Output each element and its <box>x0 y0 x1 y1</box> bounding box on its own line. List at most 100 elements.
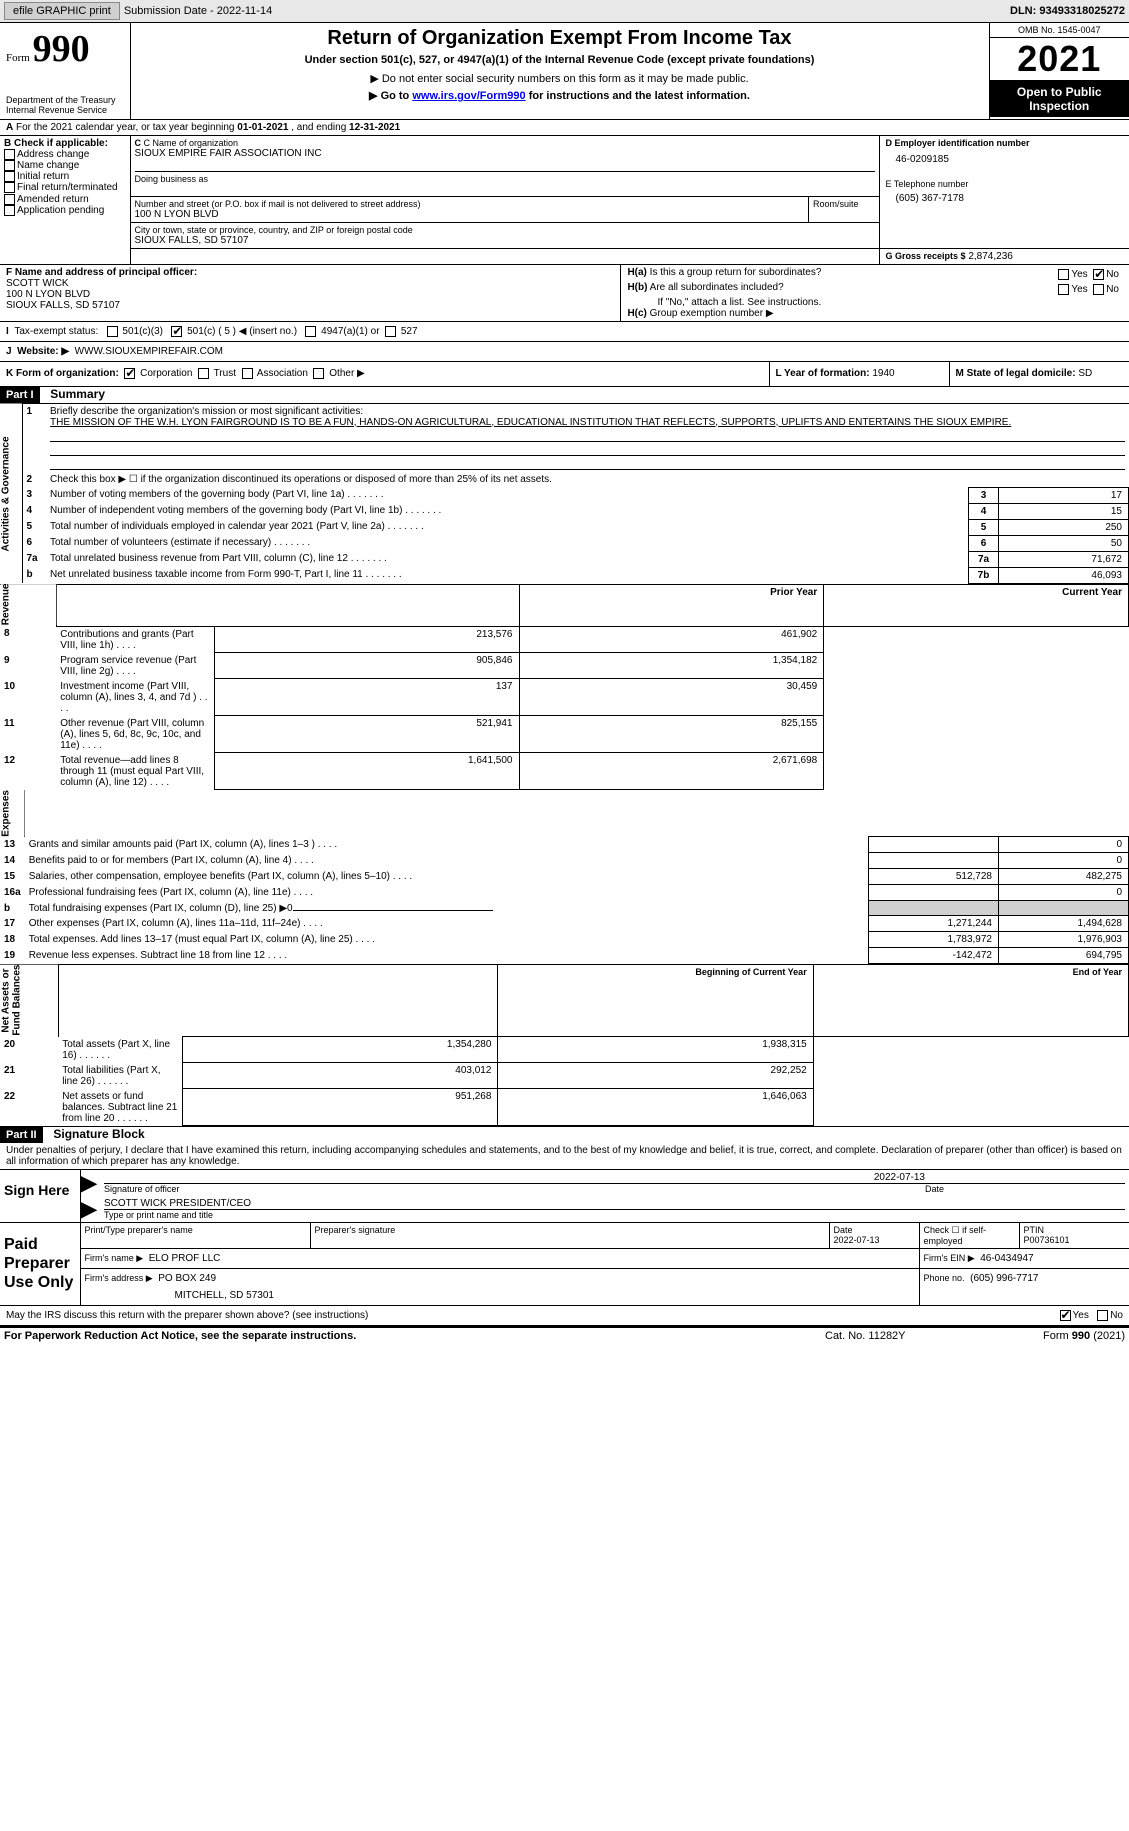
part1-title: Summary <box>42 387 105 401</box>
chk-527[interactable] <box>385 326 396 337</box>
col-current-year: Current Year <box>824 584 1129 626</box>
c-name-label: C C Name of organization <box>135 138 875 148</box>
date-label: Date <box>925 1184 1125 1194</box>
chk-name-change[interactable]: Name change <box>4 160 126 171</box>
ptin-value: P00736101 <box>1024 1235 1070 1245</box>
officer-street: 100 N LYON BLVD <box>6 289 614 300</box>
main-title: Return of Organization Exempt From Incom… <box>139 27 981 50</box>
footer-row: For Paperwork Reduction Act Notice, see … <box>0 1326 1129 1344</box>
subtitle: Under section 501(c), 527, or 4947(a)(1)… <box>139 54 981 66</box>
paperwork-notice: For Paperwork Reduction Act Notice, see … <box>4 1330 825 1342</box>
irs-link[interactable]: www.irs.gov/Form990 <box>412 90 525 102</box>
officer-name: SCOTT WICK <box>6 278 614 289</box>
part2-badge: Part II <box>0 1127 43 1143</box>
chk-association[interactable] <box>242 368 253 379</box>
chk-address-change[interactable]: Address change <box>4 149 126 160</box>
open-inspection: Open to Public Inspection <box>990 81 1129 117</box>
hb-label: Are all subordinates included? <box>650 282 784 293</box>
paid-preparer-block: Paid Preparer Use Only Print/Type prepar… <box>0 1223 1129 1306</box>
room-suite-label: Room/suite <box>809 197 879 223</box>
firm-name: ELO PROF LLC <box>149 1253 221 1264</box>
state-domicile: SD <box>1078 368 1092 379</box>
may-irs-row: May the IRS discuss this return with the… <box>0 1306 1129 1326</box>
part1-header-row: Part I Summary <box>0 387 1129 404</box>
line-i-tax-status: I Tax-exempt status: 501(c)(3) 501(c) ( … <box>0 321 1129 342</box>
prep-date: 2022-07-13 <box>834 1235 880 1245</box>
sign-here-block: Sign Here ▶ 2022-07-13 Signature of offi… <box>0 1170 1129 1223</box>
tax-year: 2021 <box>990 38 1129 81</box>
paid-preparer-label: Paid Preparer Use Only <box>0 1223 80 1306</box>
ha-no-checkbox[interactable] <box>1093 269 1104 280</box>
mayirs-yes-checkbox[interactable] <box>1060 1310 1071 1321</box>
form-footer: Form 990 (2021) <box>975 1330 1125 1342</box>
section-revenue: Revenue <box>0 584 56 626</box>
city-value: SIOUX FALLS, SD 57107 <box>135 235 875 246</box>
street-label: Number and street (or P.O. box if mail i… <box>135 199 805 209</box>
d-ein-label: D Employer identification number <box>886 138 1124 148</box>
note-ssn: ▶ Do not enter social security numbers o… <box>139 72 981 85</box>
chk-other[interactable] <box>313 368 324 379</box>
mayirs-no-checkbox[interactable] <box>1097 1310 1108 1321</box>
form-word: Form <box>6 52 30 64</box>
irs-label: Internal Revenue Service <box>6 105 124 115</box>
chk-corporation[interactable] <box>124 368 135 379</box>
chk-application-pending[interactable]: Application pending <box>4 205 126 216</box>
table-row: bTotal fundraising expenses (Part IX, co… <box>0 901 1129 916</box>
line-a-tax-year: A For the 2021 calendar year, or tax yea… <box>0 120 1129 136</box>
table-row: 21Total liabilities (Part X, line 26) . … <box>0 1063 1129 1089</box>
firm-addr2: MITCHELL, SD 57301 <box>85 1284 915 1301</box>
check-self-employed: Check ☐ if self-employed <box>919 1223 1019 1249</box>
section-net-assets: Net Assets orFund Balances <box>0 965 58 1037</box>
table-row: 13Grants and similar amounts paid (Part … <box>0 837 1129 853</box>
table-row: 20Total assets (Part X, line 16) . . . .… <box>0 1037 1129 1063</box>
col-begin-year: Beginning of Current Year <box>498 965 813 1037</box>
efile-print-button[interactable]: efile GRAPHIC print <box>4 2 120 20</box>
ha-label: Is this a group return for subordinates? <box>650 267 822 278</box>
submission-date: Submission Date - 2022-11-14 <box>124 5 272 17</box>
netassets-table: Net Assets orFund Balances Beginning of … <box>0 964 1129 1126</box>
hb-note: If "No," attach a list. See instructions… <box>627 297 1123 308</box>
identity-block: B Check if applicable: Address change Na… <box>0 136 1129 264</box>
chk-initial-return[interactable]: Initial return <box>4 171 126 182</box>
sign-here-label: Sign Here <box>0 1170 80 1223</box>
org-name: SIOUX EMPIRE FAIR ASSOCIATION INC <box>135 148 875 159</box>
year-formation: 1940 <box>872 368 894 379</box>
form-number: 990 <box>33 28 90 70</box>
omb-number: OMB No. 1545-0047 <box>990 23 1129 38</box>
governance-table: Activities & Governance1Briefly describe… <box>0 404 1129 584</box>
chk-501c3[interactable] <box>107 326 118 337</box>
part2-title: Signature Block <box>45 1127 144 1141</box>
city-label: City or town, state or province, country… <box>135 225 875 235</box>
b-label: B Check if applicable: <box>4 138 126 149</box>
hb-no-checkbox[interactable] <box>1093 284 1104 295</box>
table-row: 6Total number of volunteers (estimate if… <box>0 535 1129 551</box>
table-row: bNet unrelated business taxable income f… <box>0 567 1129 583</box>
table-row: 3Number of voting members of the governi… <box>0 487 1129 503</box>
dln-number: DLN: 93493318025272 <box>1010 5 1125 17</box>
gross-receipts-value: 2,874,236 <box>968 251 1013 262</box>
table-row: 7aTotal unrelated business revenue from … <box>0 551 1129 567</box>
ha-yes-checkbox[interactable] <box>1058 269 1069 280</box>
sig-officer-label: Signature of officer <box>104 1184 925 1194</box>
expenses-table: Expenses 13Grants and similar amounts pa… <box>0 790 1129 964</box>
chk-4947[interactable] <box>305 326 316 337</box>
table-row: 17Other expenses (Part IX, column (A), l… <box>0 916 1129 932</box>
sig-date: 2022-07-13 <box>104 1172 1125 1183</box>
hb-yes-checkbox[interactable] <box>1058 284 1069 295</box>
prior-current-header: Revenue Prior Year Current Year 8Contrib… <box>0 584 1129 791</box>
street-value: 100 N LYON BLVD <box>135 209 805 220</box>
col-prior-year: Prior Year <box>519 584 824 626</box>
g-gross-label: G Gross receipts $ <box>886 251 966 261</box>
sig-arrow-icon: ▶ <box>81 1170 98 1195</box>
table-row: 18Total expenses. Add lines 13–17 (must … <box>0 932 1129 948</box>
chk-final-return[interactable]: Final return/terminated <box>4 182 126 193</box>
chk-501c[interactable] <box>171 326 182 337</box>
line-klm: K Form of organization: Corporation Trus… <box>0 362 1129 386</box>
penalty-text: Under penalties of perjury, I declare th… <box>0 1143 1129 1170</box>
table-row: 12Total revenue—add lines 8 through 11 (… <box>0 753 1129 790</box>
table-row: 5Total number of individuals employed in… <box>0 519 1129 535</box>
chk-trust[interactable] <box>198 368 209 379</box>
firm-addr1: PO BOX 249 <box>158 1273 216 1284</box>
firm-ein: 46-0434947 <box>980 1253 1033 1264</box>
chk-amended-return[interactable]: Amended return <box>4 194 126 205</box>
